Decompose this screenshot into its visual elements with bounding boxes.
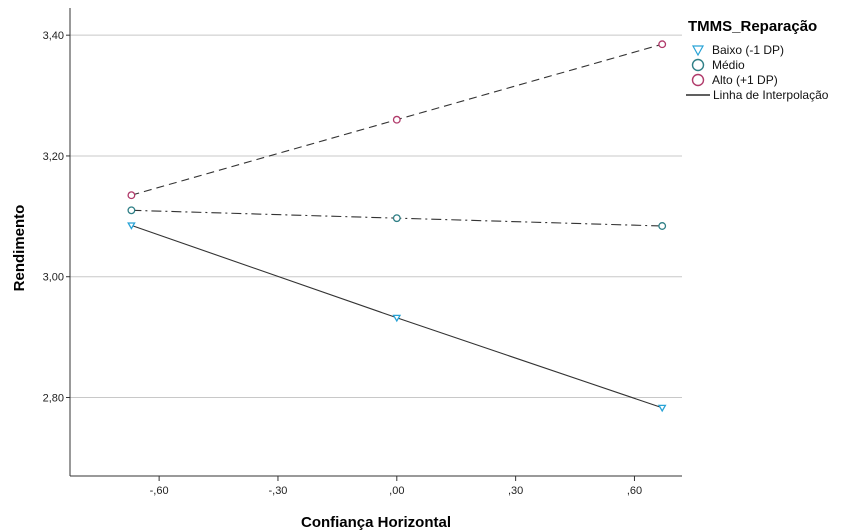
data-point-marker <box>127 191 136 200</box>
data-point-marker <box>658 222 667 230</box>
data-point-marker <box>657 404 667 413</box>
axes <box>69 8 682 477</box>
y-tick-label: 3,20 <box>43 151 64 163</box>
data-point-marker <box>392 314 402 323</box>
legend-label: Alto (+1 DP) <box>712 73 778 87</box>
data-point-marker <box>127 222 136 230</box>
x-tick-label: ,00 <box>389 485 404 497</box>
legend-swatch-circle <box>691 73 705 87</box>
y-tick-label: 2,80 <box>43 392 64 404</box>
legend-label: Médio <box>712 58 745 72</box>
data-point-marker <box>392 214 401 223</box>
legend-swatch-circle <box>691 58 705 72</box>
grid-lines <box>70 34 682 398</box>
y-tick-label: 3,00 <box>43 272 64 284</box>
y-tick-label: 3,40 <box>43 30 64 42</box>
x-tick-label: ,30 <box>508 485 523 497</box>
series-markers <box>127 40 667 413</box>
data-point-marker <box>658 40 667 49</box>
x-tick-label: -,30 <box>268 485 287 497</box>
data-point-marker <box>127 206 136 215</box>
legend-title: TMMS_Reparação <box>688 18 817 35</box>
x-tick-label: ,60 <box>627 485 642 497</box>
legend-label: Baixo (-1 DP) <box>712 43 784 57</box>
x-axis-title: Confiança Horizontal <box>301 514 451 531</box>
x-tick-label: -,60 <box>150 485 169 497</box>
y-axis-title: Rendimento <box>11 205 28 292</box>
data-point-marker <box>392 115 401 124</box>
series-lines <box>131 43 663 409</box>
tick-labels: 2,80 3,00 3,20 3,40 -,60 -,30 ,00 ,30 ,60 <box>43 30 643 497</box>
legend-label-interpolation: Linha de Interpolação <box>713 88 829 102</box>
legend-swatch-triangle <box>691 45 705 57</box>
